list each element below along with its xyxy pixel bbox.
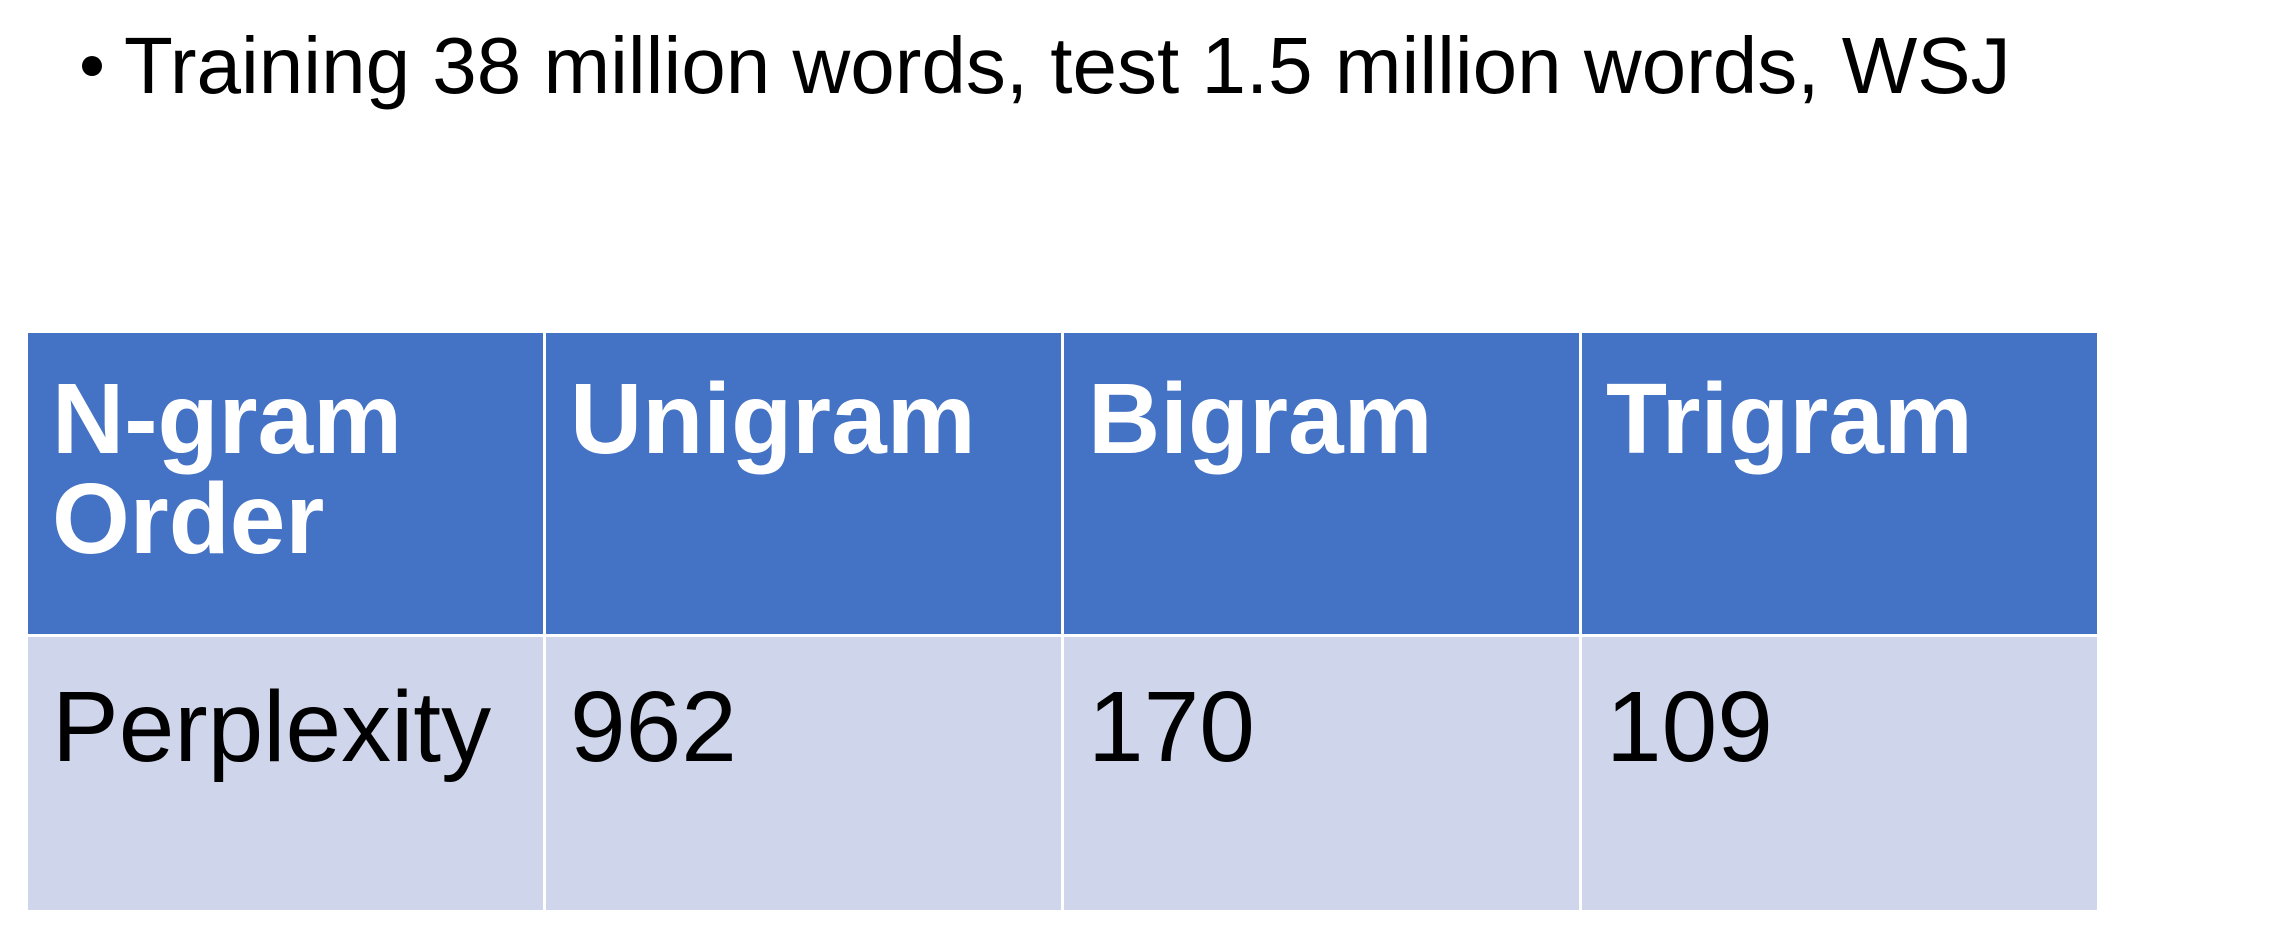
header-ngram-order: N-gram Order (25, 330, 546, 637)
bullet-text: Training 38 million words, test 1.5 mill… (124, 21, 2011, 110)
bullet-item: Training 38 million words, test 1.5 mill… (82, 16, 2011, 116)
cell-bigram-value: 170 (1061, 634, 1582, 913)
cell-trigram-value: 109 (1579, 634, 2100, 913)
header-unigram: Unigram (543, 330, 1064, 637)
header-bigram: Bigram (1061, 330, 1582, 637)
header-trigram: Trigram (1579, 330, 2100, 637)
cell-unigram-value: 962 (543, 634, 1064, 913)
table-header-row: N-gram Order Unigram Bigram Trigram (25, 330, 2100, 637)
perplexity-table: N-gram Order Unigram Bigram Trigram Perp… (25, 330, 2100, 913)
cell-perplexity-label: Perplexity (25, 634, 546, 913)
bullet-icon (82, 56, 102, 76)
table-row: Perplexity 962 170 109 (25, 634, 2100, 913)
